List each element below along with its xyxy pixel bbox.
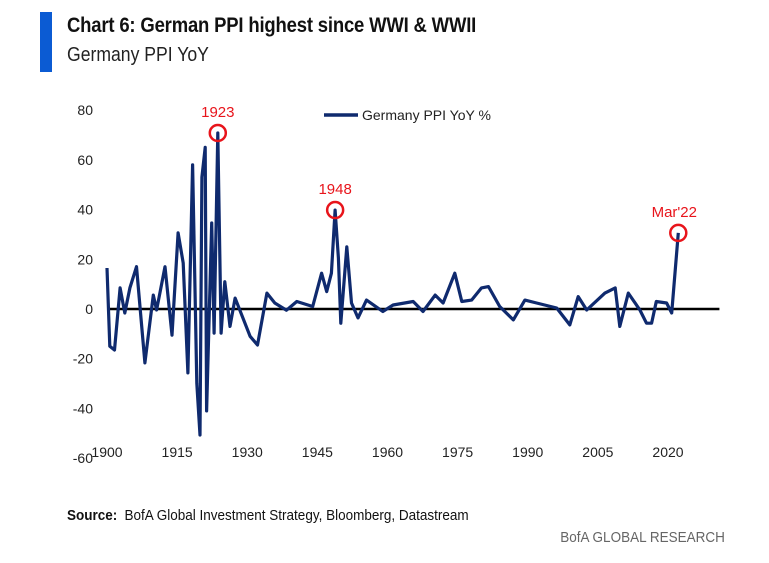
series-line-germany-ppi xyxy=(105,131,680,437)
y-tick-label: -20 xyxy=(73,351,93,367)
source-label: Source: xyxy=(67,507,118,524)
accent-bar xyxy=(40,12,52,72)
annotation-label: 1923 xyxy=(201,104,234,121)
y-tick-label: 0 xyxy=(85,301,93,317)
x-tick-label: 1915 xyxy=(162,444,193,460)
annotation-label: 1948 xyxy=(318,181,351,198)
y-tick-label: 20 xyxy=(77,251,93,267)
chart-subtitle: Germany PPI YoY xyxy=(67,44,209,66)
y-tick-label: -60 xyxy=(73,450,93,466)
annotation-circle xyxy=(669,223,688,243)
brand-label: BofA GLOBAL RESEARCH xyxy=(560,529,725,546)
x-tick-label: 1990 xyxy=(512,444,543,460)
x-tick-label: 2005 xyxy=(582,444,613,460)
annotation-circle xyxy=(325,200,345,220)
chart-title: Chart 6: German PPI highest since WWI & … xyxy=(67,14,477,37)
x-tick-label: 1900 xyxy=(91,444,122,460)
x-tick-label: 1975 xyxy=(442,444,473,460)
source-text: BofA Global Investment Strategy, Bloombe… xyxy=(124,507,469,524)
annotation-circle xyxy=(208,123,228,143)
legend: Germany PPI YoY % xyxy=(324,107,491,123)
annotation-label: Mar'22 xyxy=(652,204,697,221)
x-tick-label: 1960 xyxy=(372,444,403,460)
y-tick-label: -40 xyxy=(73,400,93,416)
y-tick-label: 80 xyxy=(77,102,93,118)
y-tick-label: 40 xyxy=(77,202,93,218)
x-tick-label: 2020 xyxy=(652,444,683,460)
x-tick-label: 1945 xyxy=(302,444,333,460)
y-tick-label: 60 xyxy=(77,152,93,168)
x-tick-label: 1930 xyxy=(232,444,263,460)
legend-label: Germany PPI YoY % xyxy=(362,107,491,123)
source-note: Source: BofA Global Investment Strategy, … xyxy=(67,507,469,524)
